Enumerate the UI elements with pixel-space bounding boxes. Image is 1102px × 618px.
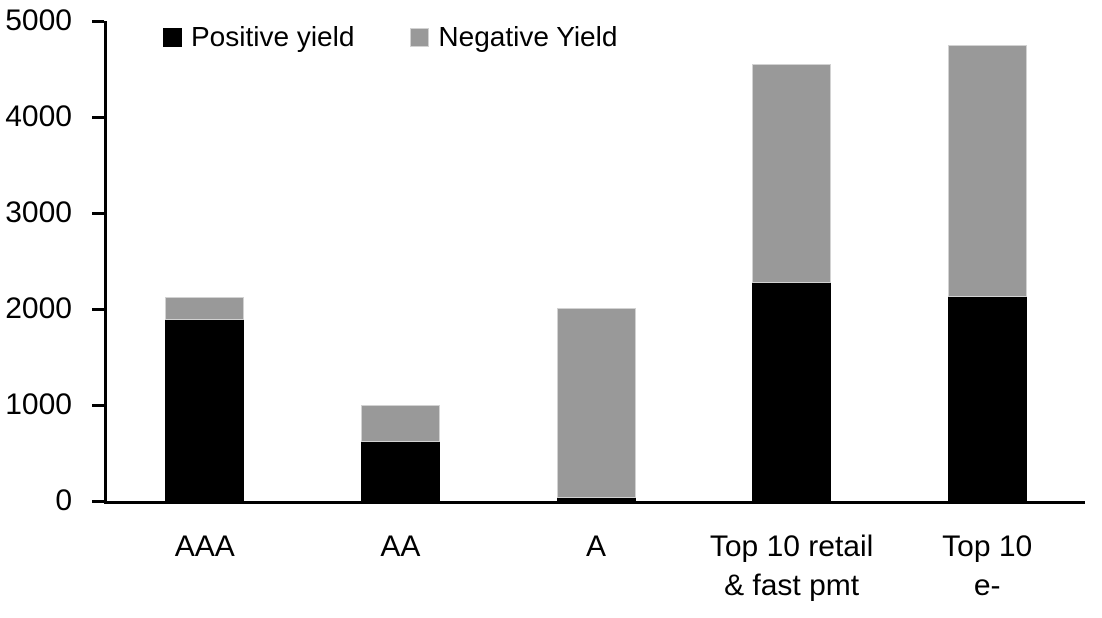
- y-tick-mark-3000: [92, 211, 104, 215]
- bar-segment-positive-aaa: [165, 319, 245, 501]
- y-tick-label-3000: 3000: [5, 196, 72, 229]
- y-tick-mark-4000: [92, 115, 104, 119]
- y-tick-mark-5000: [92, 19, 104, 23]
- x-axis-label-top-10-retail-fast-pmt: Top 10 retail & fast pmt: [709, 530, 874, 602]
- bar-segment-positive-a: [556, 498, 636, 501]
- bar-segment-positive-top-10-retail-fast-pmt: [752, 283, 832, 501]
- y-tick-label-5000: 5000: [5, 4, 72, 37]
- bar-segment-positive-aa: [360, 442, 440, 501]
- y-tick-label-2000: 2000: [5, 292, 72, 325]
- y-axis-line: [104, 21, 107, 504]
- legend: Positive yield Negative Yield: [163, 22, 617, 52]
- y-tick-label-4000: 4000: [5, 100, 72, 133]
- legend-swatch-positive-yield: [163, 27, 182, 47]
- y-tick-label-1000: 1000: [5, 388, 72, 421]
- bar-segment-negative-top-10-e-commerce: [947, 45, 1027, 297]
- bar-segment-negative-top-10-retail-fast-pmt: [752, 64, 832, 284]
- x-axis-label-aa: AA: [380, 530, 421, 563]
- x-axis-label-aaa: AAA: [174, 530, 235, 563]
- x-axis-label-a: A: [585, 530, 607, 563]
- y-tick-label-0: 0: [55, 484, 72, 517]
- y-tick-mark-0: [92, 499, 104, 503]
- legend-label-positive-yield: Positive yield: [191, 21, 355, 52]
- legend-item-negative-yield: Negative Yield: [410, 22, 617, 52]
- bar-segment-negative-aa: [360, 405, 440, 443]
- x-axis-label-top-10-e-commerce: Top 10 e-commerce: [917, 530, 1057, 618]
- plot-area: 0 1000 2000 3000 4000 5000 AAA AA A Top 10 retai…: [5, 4, 1085, 618]
- legend-item-positive-yield: Positive yield: [163, 22, 354, 52]
- y-tick-mark-2000: [92, 307, 104, 311]
- bar-segment-positive-top-10-e-commerce: [947, 296, 1027, 501]
- x-axis-line: [104, 501, 1085, 504]
- bar-segment-negative-a: [556, 308, 636, 499]
- legend-swatch-negative-yield: [410, 27, 430, 47]
- legend-label-negative-yield: Negative Yield: [438, 21, 618, 52]
- bar-segment-negative-aaa: [165, 297, 245, 320]
- y-tick-mark-1000: [92, 403, 104, 407]
